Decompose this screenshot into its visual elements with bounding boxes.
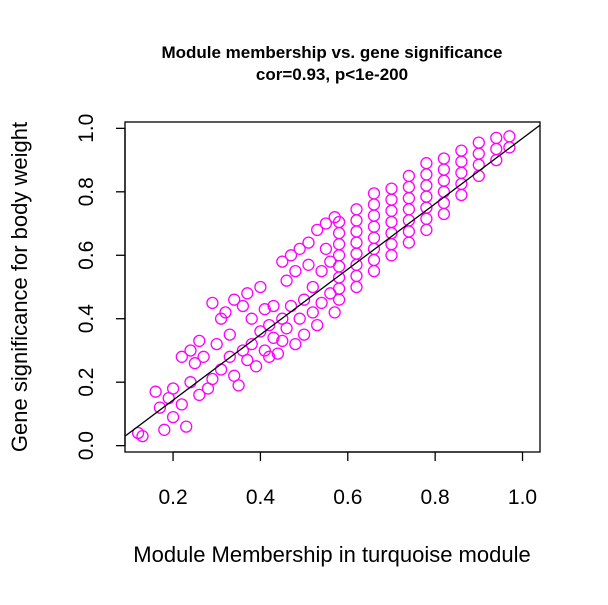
data-point <box>184 344 197 357</box>
data-point <box>180 420 193 433</box>
data-point <box>328 306 341 319</box>
data-point <box>350 203 363 216</box>
data-point <box>206 372 219 386</box>
data-point <box>193 334 206 348</box>
data-point <box>223 350 236 363</box>
y-axis-title: Gene significance for body weight <box>7 122 32 452</box>
data-point <box>236 299 250 313</box>
data-point <box>302 236 315 249</box>
data-point <box>188 357 202 370</box>
data-point <box>297 293 311 306</box>
data-point <box>153 401 167 414</box>
data-point <box>280 322 293 335</box>
data-point <box>158 423 171 436</box>
y-axis: 0.0 0.2 0.4 0.6 0.8 1.0 <box>75 114 126 460</box>
data-point <box>306 306 319 319</box>
data-point <box>219 306 232 319</box>
data-point <box>206 296 219 310</box>
y-tick-label: 0.4 <box>75 304 98 334</box>
data-point <box>289 337 302 351</box>
data-point <box>149 385 162 398</box>
data-point <box>367 187 381 200</box>
data-point <box>306 280 319 294</box>
data-point <box>276 334 289 348</box>
data-point <box>166 410 180 424</box>
data-point <box>455 144 468 157</box>
data-point <box>136 429 149 443</box>
data-point <box>315 296 328 310</box>
data-point <box>332 215 346 229</box>
y-tick-label: 0.6 <box>75 241 98 270</box>
y-tick-label: 1.0 <box>75 114 98 143</box>
data-point <box>197 350 210 363</box>
data-point <box>302 258 315 271</box>
data-point <box>319 242 333 256</box>
data-point <box>175 398 188 411</box>
data-point <box>503 130 516 143</box>
data-point <box>267 299 280 313</box>
chart-subtitle: cor=0.93, p<1e-200 <box>256 65 408 84</box>
data-point <box>385 182 398 195</box>
data-point <box>437 152 451 165</box>
data-point <box>210 337 223 351</box>
x-axis: 0.2 0.4 0.6 0.8 1.0 <box>158 451 537 509</box>
x-tick-label: 1.0 <box>508 486 537 509</box>
data-point <box>193 388 206 402</box>
x-tick-label: 0.4 <box>246 486 276 509</box>
regression-line <box>124 124 541 437</box>
data-point <box>249 360 263 373</box>
data-point <box>175 350 188 363</box>
data-point <box>254 325 267 338</box>
data-point <box>490 131 503 145</box>
data-point <box>228 293 241 306</box>
y-tick-label: 0.2 <box>75 368 98 397</box>
y-tick-label: 0.0 <box>75 431 98 460</box>
data-point <box>315 264 328 278</box>
data-point <box>245 337 258 351</box>
data-point <box>284 249 298 262</box>
data-point <box>267 331 280 344</box>
data-point <box>276 255 289 268</box>
data-point <box>472 136 485 149</box>
data-point <box>223 328 236 341</box>
data-point <box>280 274 293 287</box>
data-point <box>241 353 254 367</box>
data-point <box>214 312 228 325</box>
x-tick-label: 0.2 <box>158 486 187 509</box>
data-point <box>293 242 306 256</box>
data-point <box>166 382 180 395</box>
data-point <box>319 217 333 230</box>
data-point <box>297 328 311 341</box>
data-point <box>271 347 285 360</box>
data-point <box>258 344 271 357</box>
chart-title: Module membership vs. gene significance <box>161 43 502 62</box>
x-tick-label: 0.8 <box>421 486 450 509</box>
data-point <box>254 280 267 294</box>
data-point <box>263 350 276 363</box>
data-point <box>241 287 254 300</box>
y-tick-label: 0.8 <box>75 177 98 206</box>
data-point <box>232 379 245 392</box>
x-axis-title: Module Membership in turquoise module <box>133 542 530 567</box>
data-point <box>245 312 258 325</box>
x-tick-label: 0.6 <box>333 486 362 509</box>
data-point <box>263 318 276 332</box>
data-point <box>420 157 433 170</box>
data-point <box>311 318 324 332</box>
data-point <box>293 312 306 325</box>
data-points <box>131 130 516 443</box>
data-point <box>311 223 324 237</box>
data-point <box>258 303 271 316</box>
data-point <box>289 264 302 278</box>
data-point <box>402 169 416 183</box>
